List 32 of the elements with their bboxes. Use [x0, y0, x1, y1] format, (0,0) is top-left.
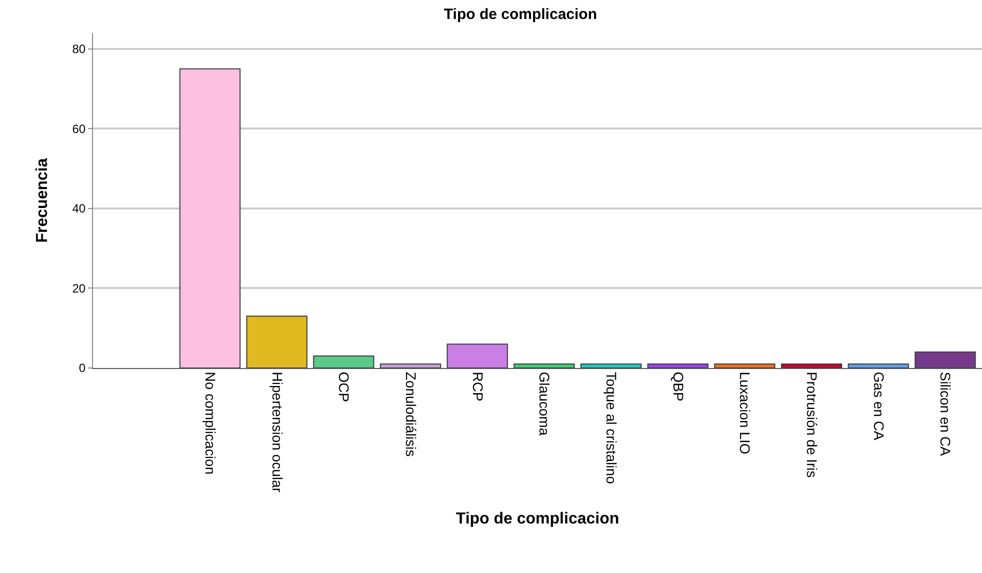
bar [647, 364, 708, 368]
y-tick-label: 0 [78, 361, 86, 376]
y-tick-label: 40 [72, 202, 86, 216]
bar [848, 364, 909, 368]
x-tick-label: Glaucoma [536, 372, 553, 436]
x-tick-label: Luxacion LIO [737, 372, 754, 454]
x-axis-title: Tipo de complicacion [456, 510, 620, 528]
bar [179, 68, 241, 368]
bar [914, 352, 976, 368]
bar [446, 344, 508, 368]
x-tick-label: Zonulodiálisis [402, 372, 419, 457]
y-axis-title: Frecuencia [34, 158, 52, 243]
x-tick-label: Hipertension ocular [269, 372, 286, 493]
x-tick-label: No complicacion [202, 372, 218, 475]
y-tick-label: 20 [72, 281, 86, 296]
bar [780, 364, 842, 368]
bar [580, 364, 642, 368]
x-tick-label: QBP [670, 372, 686, 402]
y-tick-label: 60 [72, 122, 86, 136]
x-tick-label: Toque al cristalino [603, 372, 620, 484]
bar [380, 364, 442, 368]
x-tick-label: Silicon en CA [938, 372, 954, 457]
bar [714, 364, 776, 368]
x-tick-label: OCP [336, 372, 352, 402]
bar [313, 356, 374, 368]
y-tick-label: 80 [72, 42, 86, 56]
bar [246, 316, 308, 368]
x-tick-label: RCP [470, 372, 486, 402]
chart-title: Tipo de complicacion [444, 6, 598, 24]
x-tick-label: Protrusión de Iris [804, 372, 820, 478]
x-tick-label: Gas en CA [870, 372, 887, 441]
bar [514, 364, 575, 368]
